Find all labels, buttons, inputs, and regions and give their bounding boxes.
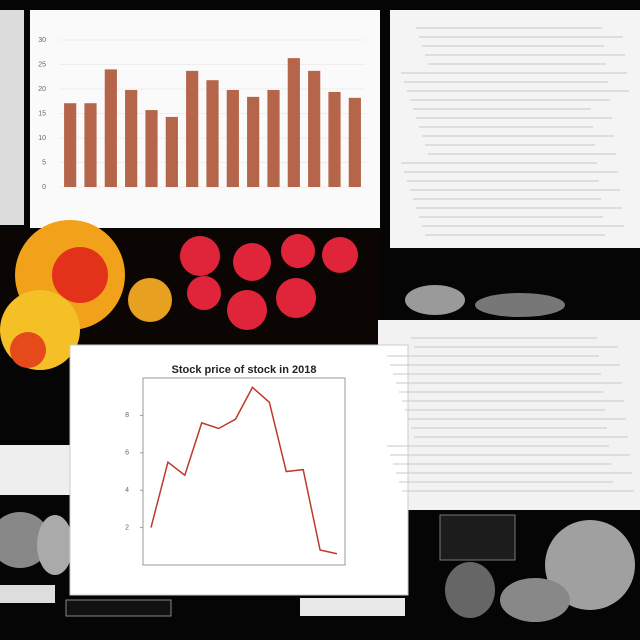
texture [500, 578, 570, 622]
petal [128, 278, 172, 322]
label-box [0, 585, 55, 603]
texture [445, 562, 495, 618]
bar [125, 89, 138, 187]
y-tick-label: 20 [38, 86, 46, 93]
petal-center [52, 247, 108, 303]
bar [267, 89, 280, 187]
berry [227, 290, 267, 330]
berry [187, 276, 221, 310]
chart-title: Stock price of stock in 2018 [172, 364, 317, 376]
y-tick-label: 2 [125, 524, 129, 531]
bar [308, 70, 321, 187]
y-tick-label: 6 [125, 450, 129, 457]
photo-frame [439, 514, 516, 561]
bar [328, 91, 341, 187]
y-tick-label: 0 [42, 184, 46, 191]
bar [247, 96, 260, 187]
plot-frame [142, 377, 346, 566]
flower [0, 220, 172, 370]
bar [104, 69, 117, 187]
y-tick-label: 5 [42, 159, 46, 166]
y-tick-label: 30 [38, 37, 46, 44]
bar [206, 80, 219, 187]
texture [37, 515, 73, 575]
bar-panel [30, 10, 380, 228]
bar [226, 89, 239, 187]
berries [180, 234, 358, 330]
berry [276, 278, 316, 318]
y-tick-label: 15 [38, 110, 46, 117]
berry [281, 234, 315, 268]
bar [186, 70, 199, 187]
label-box [65, 599, 172, 617]
texture [405, 285, 465, 315]
texture [0, 512, 50, 568]
bar [64, 103, 77, 187]
label-box [300, 598, 405, 616]
berry [233, 243, 271, 281]
berry [322, 237, 358, 273]
line-panel [69, 344, 409, 596]
line [150, 386, 338, 555]
y-tick-label: 10 [38, 135, 46, 142]
texture [545, 520, 635, 610]
bar [84, 103, 97, 187]
petal-center [10, 332, 46, 368]
diagram-panel [378, 320, 640, 510]
caption-panel [0, 445, 70, 495]
berry [180, 236, 220, 276]
side-panel [0, 10, 24, 225]
y-tick-label: 8 [125, 412, 129, 419]
bar [145, 110, 158, 187]
texture [475, 293, 565, 317]
bar [165, 116, 178, 187]
y-tick-label: 25 [38, 61, 46, 68]
bar [348, 97, 361, 187]
bar [287, 58, 300, 187]
y-tick-label: 4 [125, 487, 129, 494]
